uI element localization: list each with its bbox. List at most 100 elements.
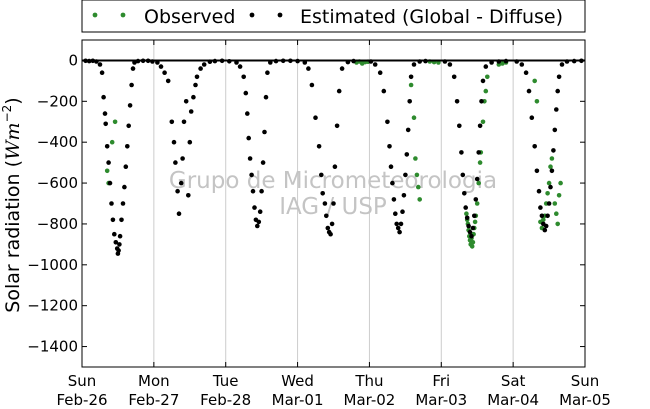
y-axis-label-exponent: −2 — [0, 105, 14, 123]
series-1-point-144 — [474, 176, 480, 182]
legend-frame — [81, 0, 586, 33]
series-0-point-53 — [549, 156, 555, 161]
series-1-point-120 — [403, 172, 408, 178]
series-1-point-173 — [555, 88, 560, 94]
series-1-point-139 — [467, 229, 473, 235]
series-1-point-44 — [178, 180, 184, 186]
series-1-point-52 — [193, 82, 198, 88]
y-tick-label-6: −1200 — [27, 297, 78, 315]
series-1-point-53 — [194, 74, 200, 80]
series-1-point-42 — [175, 188, 180, 194]
series-1-point-96 — [329, 221, 335, 227]
series-1-point-121 — [404, 152, 410, 157]
series-1-point-169 — [549, 168, 555, 174]
series-1-point-87 — [313, 115, 318, 120]
series-1-point-133 — [459, 150, 464, 155]
series-1-point-11 — [107, 180, 113, 186]
series-1-point-99 — [334, 123, 340, 129]
series-1-point-115 — [395, 225, 401, 231]
series-0-point-55 — [554, 211, 559, 216]
series-1-point-20 — [117, 233, 123, 239]
series-0-point-41 — [500, 61, 505, 66]
series-1-point-21 — [119, 217, 124, 223]
series-1-point-18 — [116, 248, 121, 253]
series-1-point-130 — [451, 74, 457, 80]
series-1-point-43 — [176, 211, 182, 216]
y-axis-label-main: Solar radiation ( — [2, 160, 24, 313]
series-1-point-6 — [101, 94, 106, 100]
series-1-point-72 — [256, 219, 262, 225]
series-1-point-19 — [117, 242, 122, 247]
series-1-point-37 — [162, 70, 167, 75]
series-1-point-92 — [324, 213, 329, 219]
series-0-point-9 — [408, 82, 414, 88]
series-1-point-13 — [110, 217, 116, 223]
x-tick-label-day-7: Sun — [571, 372, 600, 390]
series-0-point-54 — [552, 201, 558, 206]
series-1-point-142 — [472, 213, 477, 219]
series-1-point-100 — [336, 88, 342, 94]
series-1-point-165 — [543, 223, 549, 229]
series-1-point-138 — [466, 223, 471, 229]
series-1-point-5 — [99, 70, 105, 75]
series-1-point-39 — [169, 119, 175, 125]
series-1-point-167 — [546, 201, 552, 206]
series-1-point-160 — [536, 188, 542, 194]
series-1-point-25 — [125, 144, 130, 149]
legend-marker-observed-2 — [120, 12, 126, 18]
series-1-point-90 — [320, 191, 326, 196]
series-1-point-132 — [457, 123, 462, 129]
y-tick-label-1: −200 — [37, 92, 78, 110]
series-1-point-118 — [400, 209, 405, 214]
series-0-point-58 — [558, 180, 563, 186]
series-0-point-36 — [480, 119, 486, 125]
x-tick-label-date-6: Mar-04 — [487, 391, 539, 409]
series-0-point-26 — [469, 244, 475, 249]
series-1-point-45 — [180, 156, 185, 161]
series-0-point-47 — [541, 217, 546, 223]
series-1-point-54 — [198, 66, 203, 71]
series-0-point-33 — [476, 180, 482, 186]
y-tick-label-2: −400 — [37, 133, 78, 151]
series-1-point-67 — [249, 172, 254, 178]
legend-marker-observed-1 — [92, 12, 98, 18]
x-tick-label-date-4: Mar-02 — [344, 391, 396, 409]
series-1-point-146 — [477, 123, 483, 129]
y-tick-label-3: −600 — [37, 174, 78, 192]
series-1-point-135 — [462, 191, 467, 196]
series-1-point-149 — [483, 64, 489, 69]
series-1-point-157 — [529, 115, 535, 120]
series-1-point-97 — [331, 201, 336, 206]
series-1-point-8 — [103, 121, 108, 127]
y-axis-label: Solar radiation (Wm−2) — [0, 97, 24, 312]
series-1-point-77 — [263, 94, 269, 100]
series-0-point-51 — [546, 180, 552, 186]
series-1-point-171 — [552, 127, 558, 133]
series-1-point-7 — [102, 111, 108, 116]
series-1-point-65 — [246, 135, 251, 141]
series-1-point-125 — [411, 62, 417, 67]
series-0-point-27 — [470, 240, 476, 245]
series-1-point-166 — [545, 213, 550, 219]
series-1-point-29 — [130, 66, 136, 71]
series-1-point-73 — [257, 209, 263, 214]
series-1-point-62 — [241, 74, 246, 80]
series-1-point-129 — [447, 62, 453, 67]
series-0-point-14 — [417, 197, 423, 202]
series-1-point-66 — [247, 156, 253, 161]
series-1-point-23 — [122, 184, 127, 190]
series-1-point-28 — [129, 82, 134, 88]
series-1-point-61 — [237, 64, 243, 69]
series-1-point-10 — [106, 160, 111, 165]
x-tick-label-day-5: Fri — [432, 372, 450, 390]
series-1-point-40 — [171, 139, 177, 145]
series-1-point-78 — [265, 70, 270, 75]
x-tick-label-day-3: Wed — [281, 372, 314, 390]
legend: Observed Estimated (Global - Diffuse) — [81, 0, 586, 33]
series-0-point-39 — [485, 74, 490, 80]
x-tick-label-day-4: Thu — [354, 372, 383, 390]
series-1-point-105 — [372, 62, 378, 67]
series-1-point-48 — [186, 193, 191, 198]
y-axis-label-unit: Wm — [2, 122, 24, 160]
